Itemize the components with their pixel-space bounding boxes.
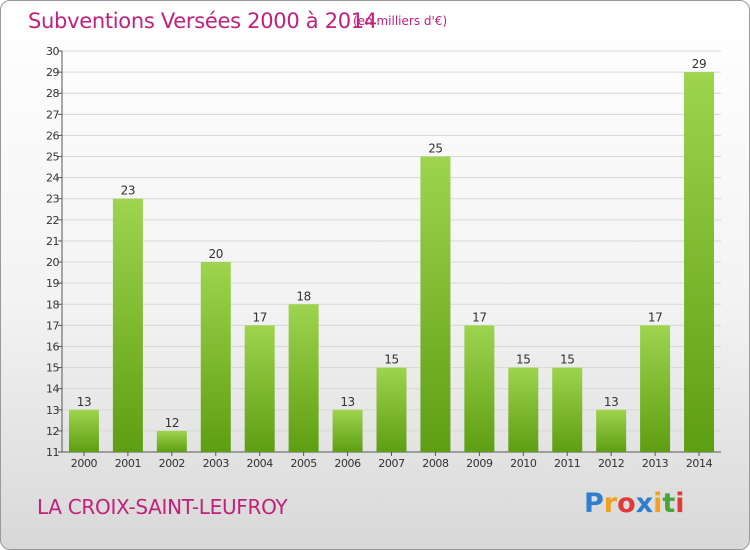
y-tick-label: 20 <box>46 256 59 269</box>
bar <box>420 156 451 453</box>
data-label: 13 <box>77 395 91 409</box>
y-tick-label: 22 <box>46 214 59 227</box>
y-tick-label: 24 <box>46 172 59 185</box>
y-tick-label: 17 <box>46 319 59 332</box>
bar <box>640 325 671 452</box>
chart-title: Subventions Versées 2000 à 2014 <box>28 9 377 33</box>
data-label: 12 <box>165 416 179 430</box>
logo-letter: o <box>617 488 636 519</box>
x-tick-label: 2000 <box>71 457 98 470</box>
y-tick-label: 27 <box>46 108 59 121</box>
x-tick-labels: 2000 2001 2002 2003 2004 2005 2006 2007 2008 2009… <box>71 452 713 470</box>
logo-letter: t <box>662 488 676 519</box>
y-tick-label: 26 <box>46 129 59 142</box>
y-tick-label: 18 <box>46 298 59 311</box>
x-tick-label: 2006 <box>334 457 361 470</box>
y-tick-label: 29 <box>46 66 59 79</box>
y-tick-label: 15 <box>46 362 59 375</box>
data-label: 18 <box>296 289 310 303</box>
logo-letter: r <box>603 488 618 519</box>
y-tick-label: 25 <box>46 151 59 164</box>
x-tick-label: 2003 <box>203 457 230 470</box>
y-tick-label: 16 <box>46 340 59 353</box>
y-tick-label: 12 <box>46 425 59 438</box>
data-label: 17 <box>472 310 486 324</box>
proxiti-logo: Proxiti <box>584 488 685 519</box>
bar <box>464 325 495 452</box>
bar <box>596 409 627 452</box>
x-tick-label: 2010 <box>510 457 537 470</box>
bar <box>244 325 275 452</box>
x-tick-label: 2002 <box>159 457 185 470</box>
bar <box>156 430 187 452</box>
bar <box>376 367 407 452</box>
data-label: 15 <box>560 353 574 367</box>
bar <box>68 409 99 452</box>
y-tick-label: 14 <box>46 383 59 396</box>
x-tick-label: 2014 <box>686 457 713 470</box>
bar <box>552 367 583 452</box>
logo-letter: i <box>675 488 685 519</box>
bar <box>508 367 539 452</box>
y-tick-label: 30 <box>46 45 59 58</box>
chart-subtitle: (en milliers d'€) <box>353 14 448 28</box>
x-tick-label: 2012 <box>598 457 624 470</box>
data-labels: 13 23 12 20 17 18 13 15 25 17 15 15 13 17 29 <box>77 57 707 430</box>
bar <box>332 409 363 452</box>
y-tick-label: 28 <box>46 87 59 100</box>
y-tick-label: 13 <box>46 404 59 417</box>
bar <box>684 72 715 453</box>
y-tick-label: 23 <box>46 193 59 206</box>
data-label: 29 <box>692 57 706 71</box>
y-tick-label: 11 <box>46 446 59 459</box>
data-label: 13 <box>340 395 354 409</box>
bar <box>200 262 231 452</box>
x-tick-label: 2011 <box>554 457 580 470</box>
commune-name: LA CROIX-SAINT-LEUFROY <box>37 495 288 519</box>
logo-letter: i <box>653 488 663 519</box>
data-label: 23 <box>121 184 135 198</box>
x-tick-label: 2005 <box>290 457 317 470</box>
data-label: 13 <box>604 395 618 409</box>
data-label: 25 <box>428 142 442 156</box>
bar <box>288 304 319 452</box>
x-tick-label: 2013 <box>642 457 669 470</box>
x-tick-label: 2009 <box>466 457 493 470</box>
data-label: 17 <box>648 310 662 324</box>
x-tick-label: 2007 <box>378 457 405 470</box>
x-tick-label: 2008 <box>422 457 449 470</box>
x-tick-label: 2004 <box>246 457 273 470</box>
data-label: 15 <box>384 353 398 367</box>
data-label: 17 <box>252 310 266 324</box>
bar <box>112 198 143 452</box>
y-tick-label: 19 <box>46 277 59 290</box>
y-tick-label: 21 <box>46 235 59 248</box>
logo-letter: P <box>584 488 604 519</box>
y-tick-labels: 11 12 13 14 15 16 17 18 19 20 21 22 23 24 25 26 27 28 29 30 <box>46 45 60 459</box>
bars <box>68 72 715 453</box>
logo-letter: x <box>635 488 654 519</box>
x-tick-label: 2001 <box>115 457 141 470</box>
data-label: 15 <box>516 353 530 367</box>
data-label: 20 <box>209 247 223 261</box>
